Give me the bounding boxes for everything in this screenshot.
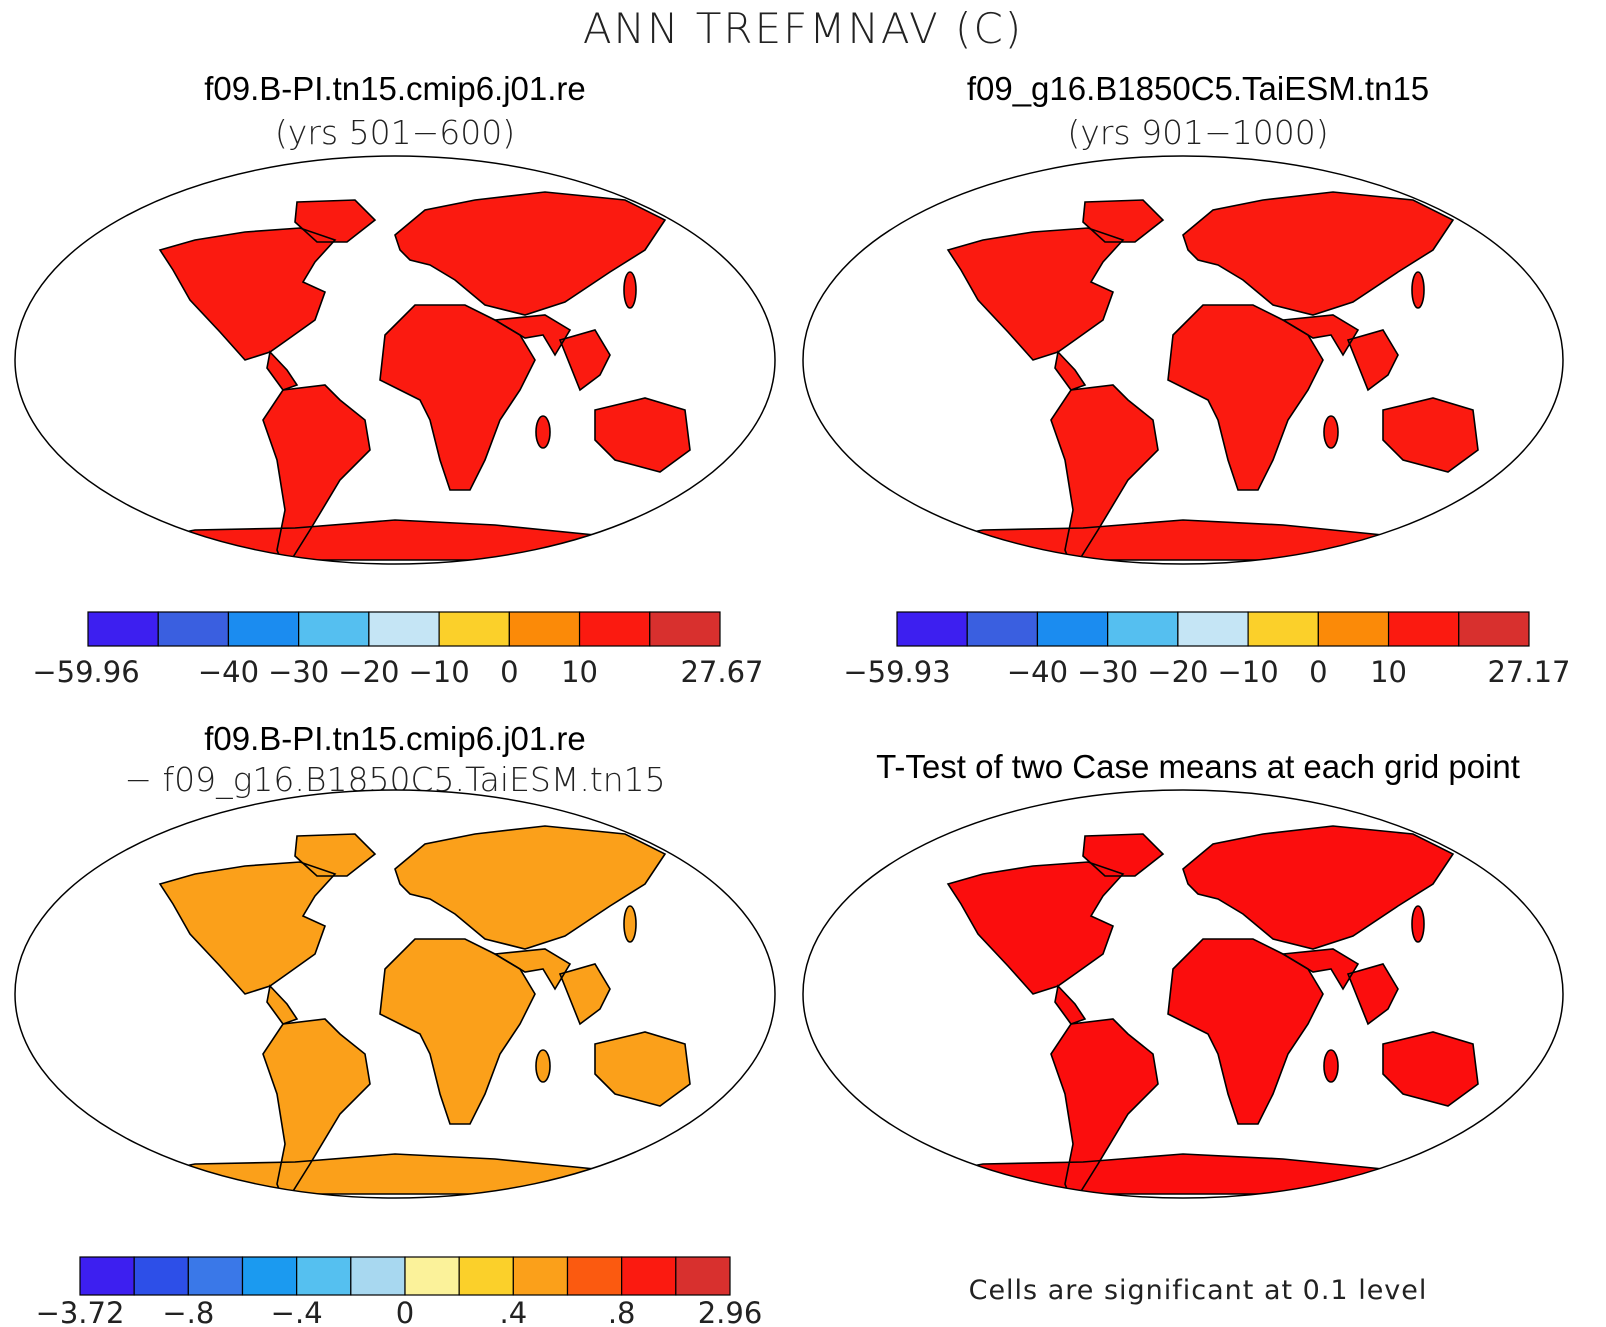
panel3-tick-label: .4 (499, 1296, 527, 1327)
panel1-colorbar: −59.96 −40 −30 −20 −10 0 10 27.67 (32, 611, 764, 689)
panel3-colorbar-bin (512, 1256, 569, 1296)
panel2-tick-label: −59.93 (843, 655, 950, 689)
panel3-colorbar-bin (675, 1256, 731, 1296)
panel3-colorbar-bin (458, 1256, 514, 1296)
panel2-case-title: f09_g16.B1850C5.TaiESM.tn15 (966, 70, 1430, 107)
panel3-colorbar-bin (187, 1256, 244, 1296)
panel4-map (802, 789, 1564, 1207)
panel3-tick-label: .8 (608, 1296, 636, 1327)
panel1-tick-label: 27.67 (680, 655, 763, 689)
insignificant-cell (1450, 1197, 1456, 1198)
panel1-colorbar-bin (157, 611, 230, 647)
panel1-tick-label: −20 (338, 655, 399, 689)
panel1-tick-label: 0 (500, 655, 518, 689)
insignificant-cell (1008, 1190, 1014, 1198)
panel2-tick-label: 27.17 (1487, 655, 1570, 689)
insignificant-cell (1373, 1186, 1380, 1192)
insignificant-cell (1052, 1187, 1057, 1193)
panel2-colorbar-bin (1036, 611, 1109, 647)
panel1-tick-label: −40 (198, 655, 259, 689)
insignificant-cell (1445, 1163, 1451, 1168)
panel2-colorbar-bin (1317, 611, 1390, 647)
panel2-tick-label: 10 (1370, 655, 1407, 689)
panel2-tick-label: −40 (1007, 655, 1068, 689)
panel3-colorbar-bin (241, 1256, 298, 1296)
panel1-border (14, 155, 776, 565)
panel1-colorbar-bin (649, 611, 721, 647)
insignificant-cell (1037, 1184, 1044, 1192)
panel2-border (802, 155, 1564, 565)
panel2-colorbar-bin (966, 611, 1039, 647)
insignificant-cell (946, 1158, 951, 1163)
panel1-map (14, 155, 776, 565)
panel3-colorbar: −3.72 −.8 −.4 0 .4 .8 2.96 (36, 1256, 763, 1327)
insignificant-cell (1434, 826, 1441, 830)
panel3-colorbar-bin (350, 1256, 406, 1296)
panel1-colorbar-bin (508, 611, 581, 647)
panel1-case-title: f09.B-PI.tn15.cmip6.j01.re (204, 70, 586, 107)
panel3-border (14, 789, 776, 1199)
insignificant-cell (1367, 1198, 1376, 1202)
panel3-tick-label: 0 (396, 1296, 414, 1327)
panel2-tick-label: −20 (1147, 655, 1208, 689)
panel3-colorbar-bin (296, 1256, 352, 1296)
panel2-map (802, 155, 1564, 565)
panel1-tick-label: 10 (561, 655, 598, 689)
panel3-tick-label: 2.96 (698, 1296, 763, 1327)
panel1-tick-label: −59.96 (32, 655, 139, 689)
panel3-colorbar-bin (566, 1256, 623, 1296)
significance-note: Cells are significant at 0.1 level (968, 1275, 1428, 1306)
panel2-tick-label: 0 (1309, 655, 1327, 689)
panel3-colorbar-bin (621, 1256, 677, 1296)
panel2-colorbar-bin (1107, 611, 1179, 647)
panel3-tick-label: −.8 (162, 1296, 214, 1327)
insignificant-cell (1399, 1184, 1406, 1192)
panel1-tick-label: −30 (268, 655, 329, 689)
panel2-tick-label: −30 (1077, 655, 1138, 689)
panel1-colorbar-bin (438, 611, 510, 647)
panel2-colorbar-bin (1458, 611, 1530, 647)
panel3-colorbar-bin (404, 1256, 460, 1296)
panel2-colorbar-bin (1177, 611, 1249, 647)
panel2-colorbar-bin (896, 611, 968, 647)
insignificant-cell (1068, 1203, 1072, 1206)
figure-title: ANN TREFMNAV (C) (582, 4, 1024, 53)
panel3-tick-label: −3.72 (36, 1296, 125, 1327)
panel1-colorbar-bin (368, 611, 440, 647)
panel2-colorbar-bin (1247, 611, 1319, 647)
panel3-colorbar-bin (133, 1256, 189, 1296)
panel4-border (802, 789, 1564, 1199)
insignificant-cell (1015, 1180, 1024, 1187)
panel4-title: T-Test of two Case means at each grid po… (876, 748, 1520, 785)
panel1-colorbar-bin (227, 611, 300, 647)
insignificant-cell (1208, 1200, 1216, 1207)
insignificant-cell (1030, 1183, 1037, 1189)
insignificant-cell (1451, 826, 1456, 833)
panel3-map (14, 789, 776, 1199)
panel1-colorbar-bin (298, 611, 370, 647)
panel2-colorbar-bin (1387, 611, 1460, 647)
panel1-subtitle: (yrs 501−600) (274, 113, 516, 152)
insignificant-cell (998, 1199, 1005, 1203)
insignificant-cell (1055, 1189, 1062, 1193)
panel3-colorbar-bin (79, 1256, 135, 1296)
panel1-tick-label: −10 (409, 655, 470, 689)
panel1-colorbar-bin (87, 611, 159, 647)
panel2-subtitle: (yrs 901−1000) (1067, 113, 1329, 152)
panel3-tick-label: −.4 (271, 1296, 323, 1327)
panel2-colorbar: −59.93 −40 −30 −20 −10 0 10 27.17 (843, 611, 1571, 689)
insignificant-cell (905, 1195, 913, 1198)
panel1-colorbar-bin (578, 611, 651, 647)
panel2-tick-label: −10 (1218, 655, 1279, 689)
panel3-case-title: f09.B-PI.tn15.cmip6.j01.re (204, 720, 586, 757)
